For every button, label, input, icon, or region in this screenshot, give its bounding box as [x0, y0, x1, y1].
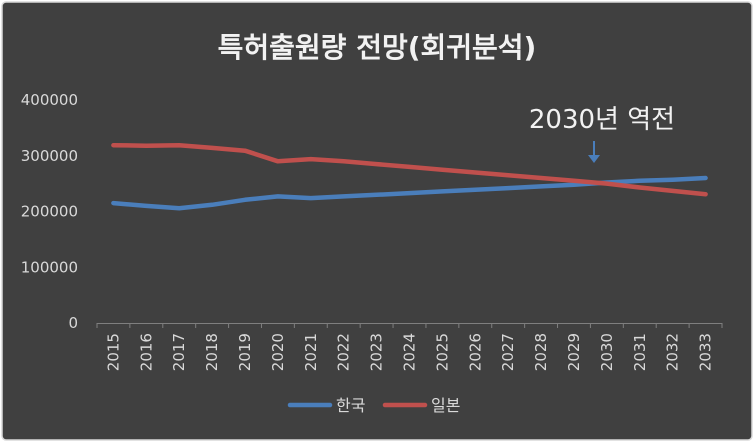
x-tick-label: 2029	[565, 333, 583, 371]
x-tick-label: 2020	[269, 333, 287, 371]
x-tick-label: 2015	[104, 333, 122, 371]
y-tick-label: 0	[68, 314, 78, 332]
y-tick-label: 400000	[21, 91, 78, 109]
x-tick-label: 2025	[433, 333, 451, 371]
x-tick-label: 2030	[598, 333, 616, 371]
y-tick-label: 200000	[21, 203, 78, 221]
series-line	[111, 142, 708, 197]
x-tick-label: 2016	[137, 333, 155, 371]
x-tick-label: 2018	[203, 333, 221, 371]
crossover-annotation: 2030년 역전	[529, 105, 675, 135]
x-tick-label: 2031	[631, 333, 649, 371]
legend-label: 일본	[431, 396, 460, 415]
x-tick-label: 2028	[532, 333, 550, 371]
x-tick-label: 2017	[170, 333, 188, 371]
x-tick-label: 2027	[499, 333, 517, 371]
x-tick-label: 2023	[368, 333, 386, 371]
x-tick-label: 2026	[466, 333, 484, 371]
x-tick-label: 2024	[401, 333, 419, 371]
legend: 한국 일본	[287, 396, 460, 415]
y-axis-tick-labels: 0 100000 200000 300000 400000	[21, 91, 78, 332]
x-axis-tick-labels: 2015 2016 2017 2018 2019 2020 2021 2022 2023 2024…	[96, 323, 723, 371]
x-tick-label: 2021	[302, 333, 320, 371]
chart-title: 특허출원량 전망(회귀분석)	[218, 31, 537, 64]
annotation-arrow	[588, 141, 600, 163]
y-tick-label: 100000	[21, 258, 78, 276]
x-tick-label: 2032	[664, 333, 682, 371]
y-tick-label: 300000	[21, 147, 78, 165]
x-tick-label: 2022	[335, 333, 353, 371]
arrow-head	[588, 155, 600, 163]
legend-label: 한국	[336, 396, 365, 415]
series-lines	[111, 142, 708, 211]
x-tick-label: 2033	[697, 333, 715, 371]
x-tick-label: 2019	[236, 333, 254, 371]
